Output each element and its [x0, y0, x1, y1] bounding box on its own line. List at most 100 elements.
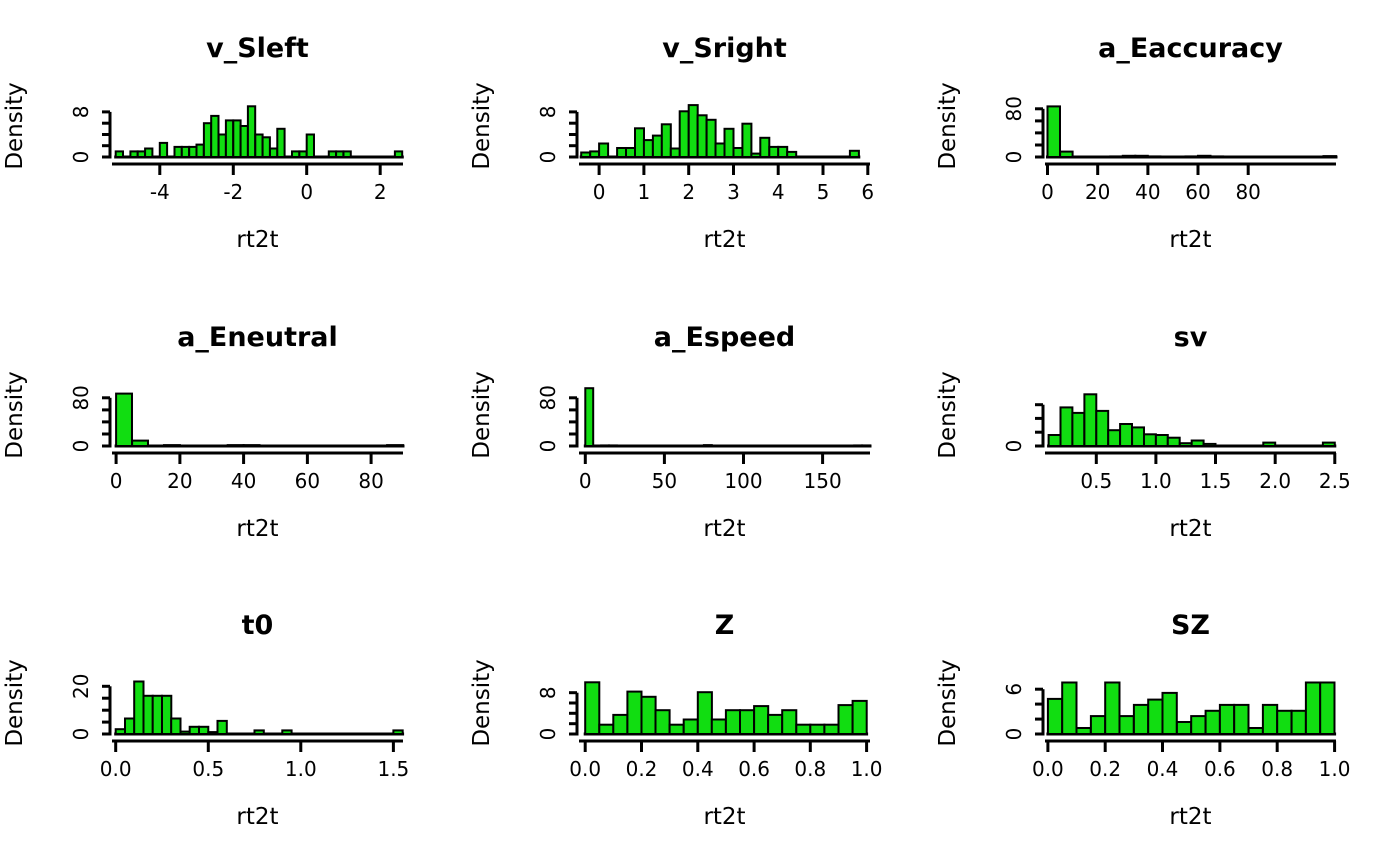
histogram-bar — [1090, 715, 1107, 736]
histogram-bar — [210, 114, 220, 158]
histogram-bar — [669, 147, 681, 158]
y-tick-label: 0 — [69, 151, 93, 164]
histogram-bar — [133, 680, 145, 736]
histogram-bar — [1322, 441, 1337, 447]
histogram-bar — [705, 118, 717, 158]
histogram-bar — [808, 724, 826, 736]
histogram-bar — [1191, 439, 1205, 447]
histogram-bar — [305, 133, 315, 158]
x-tick-label: 4 — [771, 180, 784, 204]
x-axis-label: rt2t — [1170, 804, 1212, 830]
x-tick-label: 0 — [110, 469, 123, 493]
histogram-bar — [246, 105, 257, 158]
histogram-bar — [723, 127, 735, 158]
histogram-bar — [239, 124, 249, 158]
histogram-bar — [758, 136, 770, 158]
histogram-bar — [202, 122, 213, 158]
histogram-bar — [767, 145, 779, 158]
x-tick-label: 40 — [1136, 180, 1161, 204]
histogram-bar — [1184, 155, 1200, 158]
x-tick-label: 0.0 — [569, 757, 601, 781]
histogram-bar — [197, 726, 210, 736]
x-tick-label: 0.4 — [1147, 757, 1179, 781]
histogram-bar — [1319, 681, 1336, 736]
histogram-svg-SZ: 0 6 0.0 0.2 0.4 0.6 0.8 1.0 SZ rt2t Density — [935, 610, 1351, 830]
histogram-bar — [848, 149, 860, 158]
histogram-bar — [207, 731, 219, 736]
x-tick-label: 100 — [724, 469, 762, 493]
histogram-bar — [1202, 442, 1217, 447]
histogram-bar — [750, 152, 762, 158]
histogram-bar — [611, 714, 629, 736]
histogram-bar — [1322, 155, 1338, 158]
y-axis-label: Density — [2, 82, 28, 169]
histogram-bar — [640, 696, 657, 736]
x-tick-label: 80 — [358, 469, 383, 493]
histogram-bar — [1119, 422, 1134, 447]
histogram-bar — [179, 730, 191, 736]
x-tick-label: 0.4 — [682, 757, 714, 781]
panel-a_Eaccuracy: 0 80 0 20 40 60 80 a_Eaccuracy rt2t Density — [933, 0, 1400, 289]
panel-title: a_Eaccuracy — [1098, 33, 1283, 64]
histogram-bar — [1109, 155, 1125, 158]
histogram-bar — [766, 714, 783, 736]
histogram-bar — [851, 700, 868, 736]
x-axis-label: rt2t — [236, 227, 278, 253]
histogram-bar — [696, 114, 708, 158]
y-axis-label: Density — [2, 660, 28, 747]
histogram-bar — [1262, 441, 1277, 447]
histogram-bar — [624, 146, 636, 158]
y-tick-label: 8 — [536, 687, 560, 700]
histogram-bar — [1122, 154, 1137, 158]
histogram-bar — [342, 150, 352, 158]
x-tick-label: 1.0 — [1140, 469, 1172, 493]
histogram-svg-a_Eaccuracy: 0 80 0 20 40 60 80 a_Eaccuracy rt2t Density — [935, 33, 1338, 253]
histogram-bar — [131, 439, 149, 447]
histogram-bar — [327, 150, 338, 158]
histogram-bar — [1190, 715, 1207, 736]
histogram-bar — [276, 127, 286, 158]
histogram-bar — [123, 717, 136, 736]
histogram-bar — [195, 143, 205, 158]
histogram-bar — [642, 139, 654, 158]
histogram-bar — [651, 134, 663, 158]
histogram-bar — [1134, 154, 1150, 158]
histogram-bar — [1047, 433, 1062, 447]
histogram-bar — [724, 709, 741, 736]
y-tick-label: 0 — [536, 439, 560, 452]
histogram-bar — [852, 444, 863, 447]
histogram-bar — [114, 728, 126, 736]
histogram-bar — [392, 729, 404, 736]
histogram-bar — [335, 150, 345, 158]
y-axis-label: Density — [935, 660, 961, 747]
histogram-bar — [261, 136, 271, 158]
x-tick-label: 2 — [374, 180, 387, 204]
x-tick-label: 0.6 — [738, 757, 770, 781]
histogram-bar — [678, 110, 690, 158]
x-tick-label: 2 — [682, 180, 695, 204]
histogram-bar — [599, 444, 610, 447]
panel-title: t0 — [242, 610, 274, 641]
histogram-bar — [780, 709, 797, 736]
histogram-bar — [217, 133, 227, 158]
x-tick-label: 40 — [231, 469, 256, 493]
histogram-bar — [837, 704, 854, 736]
x-tick-label: 1.0 — [1319, 757, 1351, 781]
x-tick-label: 20 — [167, 469, 192, 493]
y-tick-label: 80 — [536, 385, 560, 410]
x-tick-label: 1.5 — [377, 757, 409, 781]
x-axis-label: rt2t — [1170, 516, 1212, 542]
histogram-bar — [290, 150, 301, 158]
x-tick-label: 1.0 — [285, 757, 317, 781]
histogram-bar — [615, 146, 627, 158]
histogram-bar — [633, 127, 645, 158]
y-tick-label: 8 — [536, 106, 560, 119]
histogram-bar — [1047, 698, 1064, 736]
histogram-bar — [226, 443, 245, 447]
histogram-bar — [173, 145, 183, 158]
x-tick-label: 0 — [592, 180, 605, 204]
panel-title: v_Sright — [662, 33, 787, 64]
x-tick-label: 0.8 — [1262, 757, 1294, 781]
